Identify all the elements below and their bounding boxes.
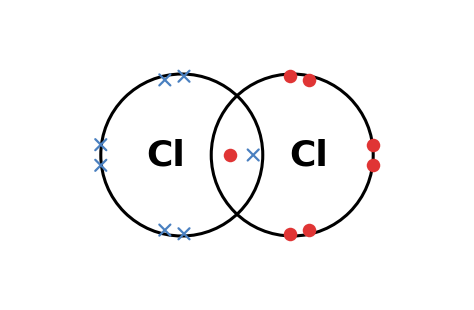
Text: Cl: Cl — [146, 138, 185, 172]
Point — [305, 78, 313, 82]
Point — [226, 153, 233, 157]
Point — [286, 231, 294, 236]
Point — [305, 228, 313, 232]
Point — [369, 163, 377, 168]
Text: Cl: Cl — [289, 138, 328, 172]
Point — [286, 74, 294, 79]
Point — [369, 142, 377, 147]
